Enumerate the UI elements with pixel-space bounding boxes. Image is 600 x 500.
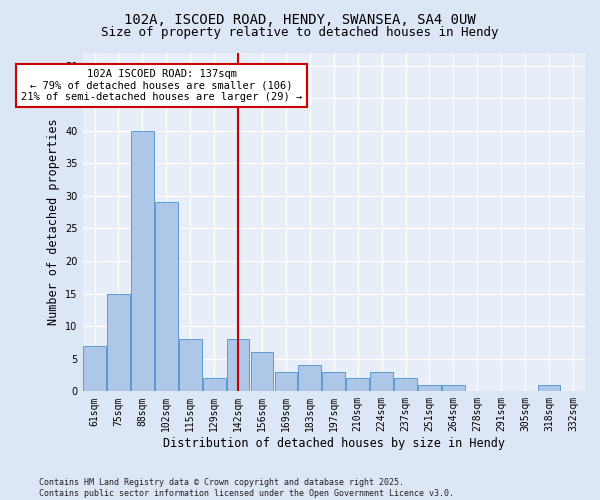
Bar [298, 366, 321, 392]
Y-axis label: Number of detached properties: Number of detached properties [47, 118, 59, 325]
Bar [179, 339, 202, 392]
Bar [346, 378, 369, 392]
Text: 102A, ISCOED ROAD, HENDY, SWANSEA, SA4 0UW: 102A, ISCOED ROAD, HENDY, SWANSEA, SA4 0… [124, 12, 476, 26]
Bar [370, 372, 393, 392]
Bar [155, 202, 178, 392]
Text: Contains HM Land Registry data © Crown copyright and database right 2025.
Contai: Contains HM Land Registry data © Crown c… [39, 478, 454, 498]
Text: 102A ISCOED ROAD: 137sqm
← 79% of detached houses are smaller (106)
21% of semi-: 102A ISCOED ROAD: 137sqm ← 79% of detach… [21, 69, 302, 102]
Bar [203, 378, 226, 392]
Bar [322, 372, 345, 392]
Bar [538, 385, 560, 392]
Bar [275, 372, 297, 392]
Bar [418, 385, 441, 392]
Bar [227, 339, 250, 392]
Bar [107, 294, 130, 392]
X-axis label: Distribution of detached houses by size in Hendy: Distribution of detached houses by size … [163, 437, 505, 450]
Text: Size of property relative to detached houses in Hendy: Size of property relative to detached ho… [101, 26, 499, 39]
Bar [251, 352, 274, 392]
Bar [394, 378, 417, 392]
Bar [442, 385, 465, 392]
Bar [83, 346, 106, 392]
Bar [131, 130, 154, 392]
